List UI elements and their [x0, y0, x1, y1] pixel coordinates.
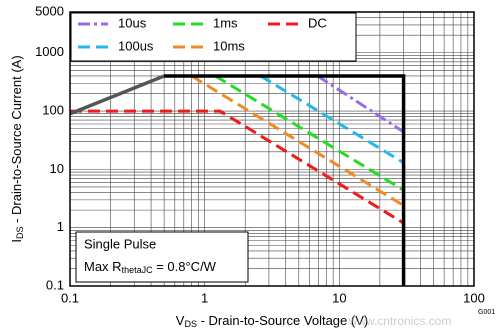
y-tick-label: 1	[57, 219, 64, 234]
series-line	[190, 74, 405, 207]
figure-id: G001	[478, 309, 495, 316]
y-label-sub: DS	[15, 227, 25, 240]
x-label-part: - Drain-to-Source Voltage (V)	[197, 313, 368, 328]
annotation-part: Max R	[84, 259, 122, 274]
x-tick-label: 1	[201, 290, 208, 305]
series-line	[69, 74, 165, 116]
y-tick-label: 1000	[35, 44, 64, 59]
x-label-part: V	[176, 313, 185, 328]
annotation: Single Pulse	[84, 236, 156, 251]
legend-label: 1ms	[213, 15, 238, 30]
annotation-part: = 0.8°C/W	[153, 259, 217, 274]
legend-label: 10ms	[213, 38, 245, 53]
plot-frame	[69, 11, 475, 287]
y-tick-label: 0.1	[46, 277, 64, 292]
legend-label: 10us	[118, 15, 147, 30]
y-label-part: I	[9, 239, 24, 243]
legend-label: DC	[308, 15, 327, 30]
series-line	[316, 74, 405, 134]
series-line	[70, 109, 405, 225]
annotation-box	[75, 231, 249, 283]
x-tick-label: 100	[463, 290, 485, 305]
series-line	[259, 74, 405, 165]
legend-box	[70, 12, 357, 62]
annotation-sub: thetaJC	[122, 265, 154, 275]
x-axis-label: VDS - Drain-to-Source Voltage (V)	[176, 313, 368, 329]
y-tick-label: 10	[50, 161, 64, 176]
watermark: www.cntronics.com	[348, 314, 452, 328]
y-label-part: - Drain-to-Source Current (A)	[9, 55, 24, 226]
series-line	[214, 74, 405, 192]
legend-label: 100us	[118, 38, 154, 53]
series-line	[164, 74, 406, 286]
x-tick-label: 0.1	[61, 290, 79, 305]
annotation: Max RthetaJC = 0.8°C/W	[84, 259, 217, 275]
y-tick-label: 100	[42, 103, 64, 118]
x-tick-label: 10	[332, 290, 346, 305]
y-axis-label: IDS - Drain-to-Source Current (A)	[9, 55, 25, 242]
y-tick-label: 5000	[35, 3, 64, 18]
x-label-sub: DS	[184, 319, 197, 329]
